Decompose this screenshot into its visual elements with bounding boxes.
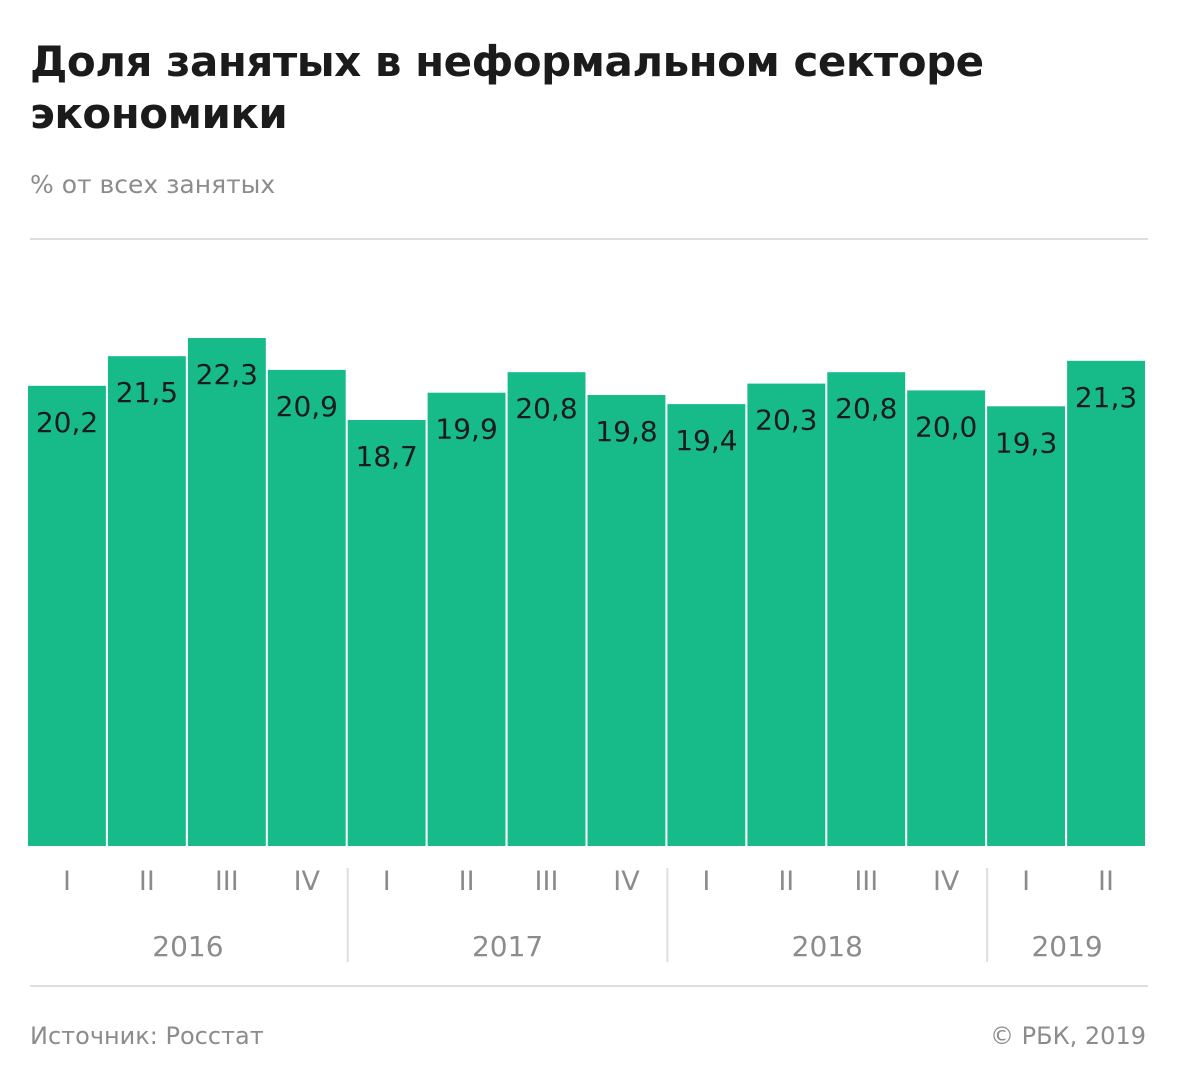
bar-value-label-3: 22,3: [196, 358, 258, 391]
quarter-label-6: II: [459, 866, 475, 897]
bar-10: [747, 383, 826, 846]
bar-8: [587, 395, 666, 846]
year-labels-group: 2016 2017 2018 2019: [152, 930, 1102, 963]
bar-value-label-1: 20,2: [36, 406, 98, 439]
bar-13: [987, 406, 1065, 846]
quarter-label-8: IV: [613, 866, 640, 897]
year-label-2017: 2017: [472, 930, 543, 963]
year-label-2018: 2018: [792, 930, 863, 963]
year-separators-group: [346, 868, 989, 962]
bar-labels-group: 20,2 21,5 22,3 20,9 18,7 19,9 20,8 19,8 19,4 20,3…: [36, 358, 1137, 473]
bar-value-label-14: 21,3: [1075, 381, 1137, 414]
bar-9: [667, 404, 746, 846]
bar-value-label-13: 19,3: [995, 426, 1057, 459]
quarter-label-11: III: [854, 866, 878, 897]
bar-11: [827, 372, 906, 846]
bar-value-label-12: 20,0: [915, 410, 977, 443]
bar-value-label-10: 20,3: [755, 404, 817, 437]
bars-group: [28, 338, 1145, 846]
bar-14: [1067, 360, 1145, 846]
bar-2: [107, 356, 186, 846]
quarter-label-1: I: [63, 866, 71, 897]
quarter-label-3: III: [215, 866, 239, 897]
bar-value-label-9: 19,4: [675, 424, 737, 457]
bar-4: [267, 369, 346, 846]
bottom-divider: [30, 985, 1148, 987]
bar-value-label-5: 18,7: [356, 440, 418, 473]
quarter-label-9: I: [702, 866, 710, 897]
chart-subtitle: % от всех занятых: [30, 170, 276, 199]
copyright-note: © РБК, 2019: [990, 1022, 1146, 1050]
quarter-labels-group: I II III IV I II III IV I II III IV I II: [63, 866, 1114, 897]
bar-7: [507, 372, 586, 846]
bar-value-label-7: 20,8: [515, 392, 577, 425]
quarter-label-4: IV: [294, 866, 321, 897]
bar-5: [347, 420, 426, 846]
top-divider: [30, 238, 1148, 240]
bar-6: [427, 392, 506, 846]
chart-title: Доля занятых в неформальном секторе экон…: [30, 37, 984, 138]
quarter-label-5: I: [383, 866, 391, 897]
source-note: Источник: Росстат: [30, 1022, 264, 1050]
bar-value-label-2: 21,5: [116, 376, 178, 409]
quarter-label-12: IV: [933, 866, 960, 897]
quarter-label-14: II: [1098, 866, 1114, 897]
quarter-label-2: II: [139, 866, 155, 897]
bar-3: [187, 338, 266, 846]
quarter-label-13: I: [1022, 866, 1030, 897]
quarter-label-10: II: [778, 866, 794, 897]
bar-1: [28, 385, 106, 846]
year-label-2016: 2016: [152, 930, 223, 963]
bar-value-label-4: 20,9: [276, 390, 338, 423]
year-label-2019: 2019: [1031, 930, 1102, 963]
quarter-label-7: III: [535, 866, 559, 897]
bar-12: [907, 390, 986, 846]
bar-value-label-8: 19,8: [595, 415, 657, 448]
bar-value-label-6: 19,9: [435, 413, 497, 446]
bar-chart: 20,2 21,5 22,3 20,9 18,7 19,9 20,8 19,8 19,4 20,3…: [28, 338, 1145, 963]
bar-value-label-11: 20,8: [835, 392, 897, 425]
